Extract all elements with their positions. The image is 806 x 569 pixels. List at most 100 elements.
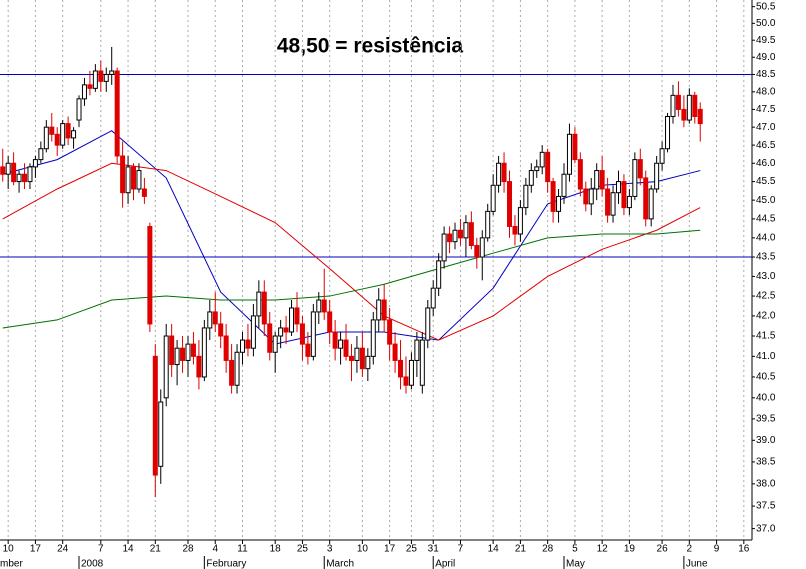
x-tick-label: 25 xyxy=(297,544,309,555)
candle-body xyxy=(605,188,611,216)
candle-body xyxy=(414,339,420,361)
candle-body xyxy=(572,133,578,161)
candle-body xyxy=(163,335,169,399)
candle-body xyxy=(261,291,267,325)
candle-body xyxy=(359,347,365,370)
candle-body xyxy=(643,177,649,220)
candle-body xyxy=(665,115,671,150)
candle-body xyxy=(310,311,316,357)
y-tick-label: 38.5 xyxy=(756,457,776,468)
candle-body xyxy=(403,376,409,386)
candle-body xyxy=(654,162,660,190)
candle-body xyxy=(528,170,534,186)
x-tick-label: 4 xyxy=(212,544,218,555)
candle-body xyxy=(289,307,295,333)
candle-body xyxy=(103,73,109,82)
x-tick-label: 31 xyxy=(428,544,440,555)
x-tick-label: 26 xyxy=(657,544,669,555)
x-tick-label: 10 xyxy=(3,544,15,555)
candle-body xyxy=(496,162,502,186)
candle-body xyxy=(60,123,66,146)
x-tick-label: 3 xyxy=(327,544,333,555)
candle-body xyxy=(190,343,196,357)
candle-body xyxy=(637,159,643,179)
candle-body xyxy=(152,355,158,476)
candle-body xyxy=(659,148,665,164)
candle-body xyxy=(534,166,540,172)
candle-body xyxy=(507,181,513,227)
candle-body xyxy=(626,195,632,209)
candle-body xyxy=(338,339,344,349)
candle-body xyxy=(141,188,147,197)
candle-body xyxy=(457,229,463,239)
candle-body xyxy=(686,94,692,121)
candle-body xyxy=(441,233,447,262)
y-tick-label: 37.0 xyxy=(756,523,776,534)
x-tick-label: 11 xyxy=(237,544,248,555)
candle-body xyxy=(136,170,142,190)
candle-body xyxy=(158,401,164,467)
candle-body xyxy=(632,159,638,197)
y-tick-label: 40.5 xyxy=(756,372,776,383)
candle-body xyxy=(54,133,60,146)
x-tick-label: 5 xyxy=(572,544,578,555)
candle-body xyxy=(267,323,273,353)
y-tick-label: 39.5 xyxy=(756,414,776,425)
candle-body xyxy=(512,225,518,235)
candle-body xyxy=(381,299,387,321)
candle-body xyxy=(169,335,175,366)
candle-body xyxy=(71,130,77,139)
candle-body xyxy=(556,195,562,212)
y-tick-label: 44.0 xyxy=(756,232,776,243)
month-label: June xyxy=(686,559,708,569)
candle-body xyxy=(490,184,496,212)
y-tick-label: 49.0 xyxy=(756,52,776,63)
x-tick-label: 10 xyxy=(357,544,369,555)
month-label: March xyxy=(326,559,354,569)
candle-body xyxy=(545,151,551,183)
month-label: 2008 xyxy=(81,559,104,569)
x-tick-label: 9 xyxy=(714,544,720,555)
candle-body xyxy=(11,162,17,183)
candle-body xyxy=(38,148,44,161)
candle-body xyxy=(5,162,11,175)
candle-body xyxy=(65,123,71,139)
y-tick-label: 47.5 xyxy=(756,104,776,115)
moving-average xyxy=(2,130,701,345)
candle-body xyxy=(0,166,6,175)
month-label: April xyxy=(435,559,455,569)
candle-body xyxy=(87,84,93,89)
candle-body xyxy=(131,166,137,190)
candle-body xyxy=(278,327,284,337)
candle-body xyxy=(398,359,404,378)
candle-body xyxy=(599,170,605,190)
candle-body xyxy=(201,327,207,378)
candle-body xyxy=(621,181,627,209)
x-tick-label: 21 xyxy=(515,544,527,555)
candle-body xyxy=(615,181,621,194)
candle-body xyxy=(196,355,202,378)
y-tick-label: 38.0 xyxy=(756,479,776,490)
candle-body xyxy=(425,307,431,341)
x-tick-label: 28 xyxy=(542,544,554,555)
candle-body xyxy=(675,94,681,110)
candle-body xyxy=(299,323,305,345)
candle-body xyxy=(561,173,567,197)
candle-body xyxy=(16,173,22,183)
candle-body xyxy=(125,166,131,194)
candle-body xyxy=(316,299,322,313)
candle-body xyxy=(272,335,278,353)
candle-body xyxy=(147,225,153,325)
candle-body xyxy=(114,70,120,157)
x-tick-label: 16 xyxy=(738,544,750,555)
candle-body xyxy=(239,339,245,353)
candle-body xyxy=(392,343,398,361)
candle-body xyxy=(354,347,360,361)
candle-body xyxy=(577,159,583,190)
candle-body xyxy=(610,192,616,216)
candle-body xyxy=(174,347,180,366)
candle-body xyxy=(479,237,485,258)
candle-body xyxy=(539,151,545,168)
